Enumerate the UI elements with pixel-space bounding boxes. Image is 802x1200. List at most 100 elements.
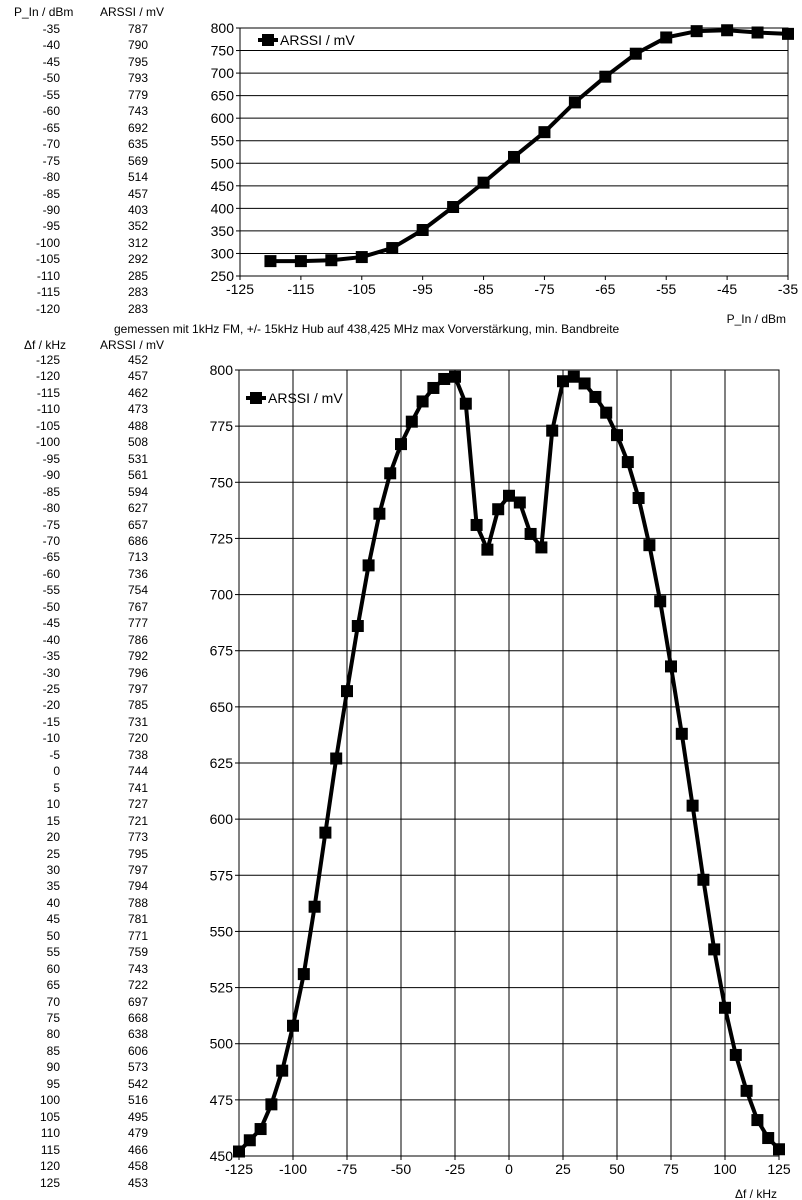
table-cell-y: 283: [127, 301, 148, 316]
data-point: [438, 372, 451, 385]
table-cell-x: 70: [46, 994, 60, 1009]
legend-swatch-marker: [250, 392, 262, 404]
data-point: [373, 507, 386, 520]
y-tick-label: 400: [211, 200, 235, 216]
data-point: [719, 1001, 731, 1014]
data-point: [265, 1098, 278, 1111]
table-cell-y: 462: [127, 385, 148, 400]
table-cell-x: -45: [42, 616, 60, 631]
table-cell-y: 794: [127, 879, 148, 894]
table-cell-y: 727: [127, 797, 148, 812]
table-header-x: Δf / kHz: [24, 338, 67, 352]
plot-frame: [239, 27, 789, 277]
table-cell-x: -50: [42, 599, 60, 614]
y-tick-label: 525: [210, 980, 234, 996]
table-cell-x: 110: [40, 1126, 60, 1141]
table-cell-x: 95: [46, 1076, 60, 1091]
data-point: [351, 620, 364, 633]
data-point: [546, 424, 559, 437]
table-cell-x: 100: [39, 1093, 60, 1108]
data-point: [524, 527, 537, 540]
table-cell-x: -25: [42, 682, 60, 696]
table-cell-y: 788: [127, 895, 148, 910]
table-cell-y: 495: [127, 1109, 148, 1124]
table-cell-y: 473: [127, 402, 148, 417]
table-cell-x: -125: [35, 353, 60, 367]
data-point: [233, 1145, 245, 1158]
y-tick-label: 250: [211, 268, 235, 284]
table-cell-y: 457: [127, 369, 148, 384]
data-point: [611, 429, 623, 442]
data-point: [675, 727, 688, 740]
x-tick-label: 125: [767, 1161, 791, 1177]
table-cell-x: 25: [46, 846, 60, 861]
measurement-note: gemessen mit 1kHz FM, +/- 15kHz Hub auf …: [114, 322, 620, 336]
data-point: [355, 251, 368, 264]
y-tick-label: 625: [210, 755, 234, 771]
table-cell-x: -80: [42, 501, 60, 516]
data-point: [697, 873, 710, 886]
data-point: [621, 456, 634, 469]
data-point: [578, 377, 591, 390]
table-cell-y: 771: [127, 928, 148, 943]
y-tick-label: 500: [210, 1036, 234, 1052]
power-chart: 250 300 350 400 450 500 550 600 650 700 750 800 -125…: [211, 20, 799, 326]
y-tick-label: 600: [211, 110, 235, 126]
table-cell-y: 797: [127, 862, 148, 877]
table-header-y: ARSSI / mV: [100, 5, 165, 19]
y-tick-label: 800: [210, 362, 234, 378]
data-point: [654, 595, 667, 608]
table-cell-y: 790: [127, 38, 148, 53]
table-cell-y: 635: [127, 137, 148, 152]
data-point: [416, 224, 429, 237]
table-cell-x: 80: [46, 1027, 60, 1042]
data-point: [665, 660, 677, 673]
table-cell-x: -60: [42, 104, 60, 119]
data-point: [773, 1143, 785, 1156]
data-point: [308, 900, 321, 913]
data-point: [427, 381, 440, 394]
x-tick-label: -50: [391, 1161, 411, 1177]
data-point: [386, 242, 399, 255]
y-tick-label: 700: [210, 587, 234, 603]
table-cell-y: 452: [127, 353, 148, 367]
table-cell-x: -105: [35, 252, 60, 267]
data-point: [782, 27, 794, 40]
table-cell-y: 754: [127, 583, 148, 598]
table-cell-y: 594: [127, 484, 148, 499]
table-cell-x: -70: [42, 137, 60, 152]
table-cell-x: 125: [39, 1175, 60, 1190]
table-cell-x: -10: [42, 731, 60, 746]
table-cell-x: -20: [42, 698, 60, 713]
table-cell-x: 75: [46, 1011, 60, 1025]
table-cell-y: 292: [127, 252, 148, 267]
table-cell-y: 479: [127, 1126, 148, 1141]
table-cell-y: 795: [127, 54, 148, 69]
x-tick-label: -35: [778, 281, 798, 297]
data-point: [599, 70, 612, 83]
data-point: [319, 826, 332, 839]
data-point: [600, 406, 613, 419]
data-point: [762, 1132, 775, 1145]
table-cell-y: 738: [127, 747, 148, 762]
data-point: [589, 390, 602, 403]
table-header-x: P_In / dBm: [14, 5, 74, 19]
data-point: [721, 24, 734, 37]
x-axis-label: Δf / kHz: [735, 1187, 777, 1200]
table-cell-x: 115: [40, 1142, 60, 1157]
table-cell-y: 668: [127, 1011, 148, 1025]
data-point: [708, 943, 721, 956]
data-point: [751, 26, 764, 39]
table-cell-y: 743: [127, 961, 148, 976]
table-cell-y: 573: [127, 1060, 148, 1075]
data-point: [513, 496, 526, 509]
x-tick-label: 75: [663, 1161, 679, 1177]
x-tick-label: -45: [717, 281, 737, 297]
data-point: [643, 539, 656, 552]
x-tick-label: -125: [225, 1161, 253, 1177]
x-tick-label: 50: [609, 1161, 625, 1177]
table-cell-x: -100: [35, 435, 60, 450]
y-tick-label: 800: [211, 20, 235, 36]
data-point: [325, 254, 338, 267]
data-point: [243, 1134, 256, 1147]
